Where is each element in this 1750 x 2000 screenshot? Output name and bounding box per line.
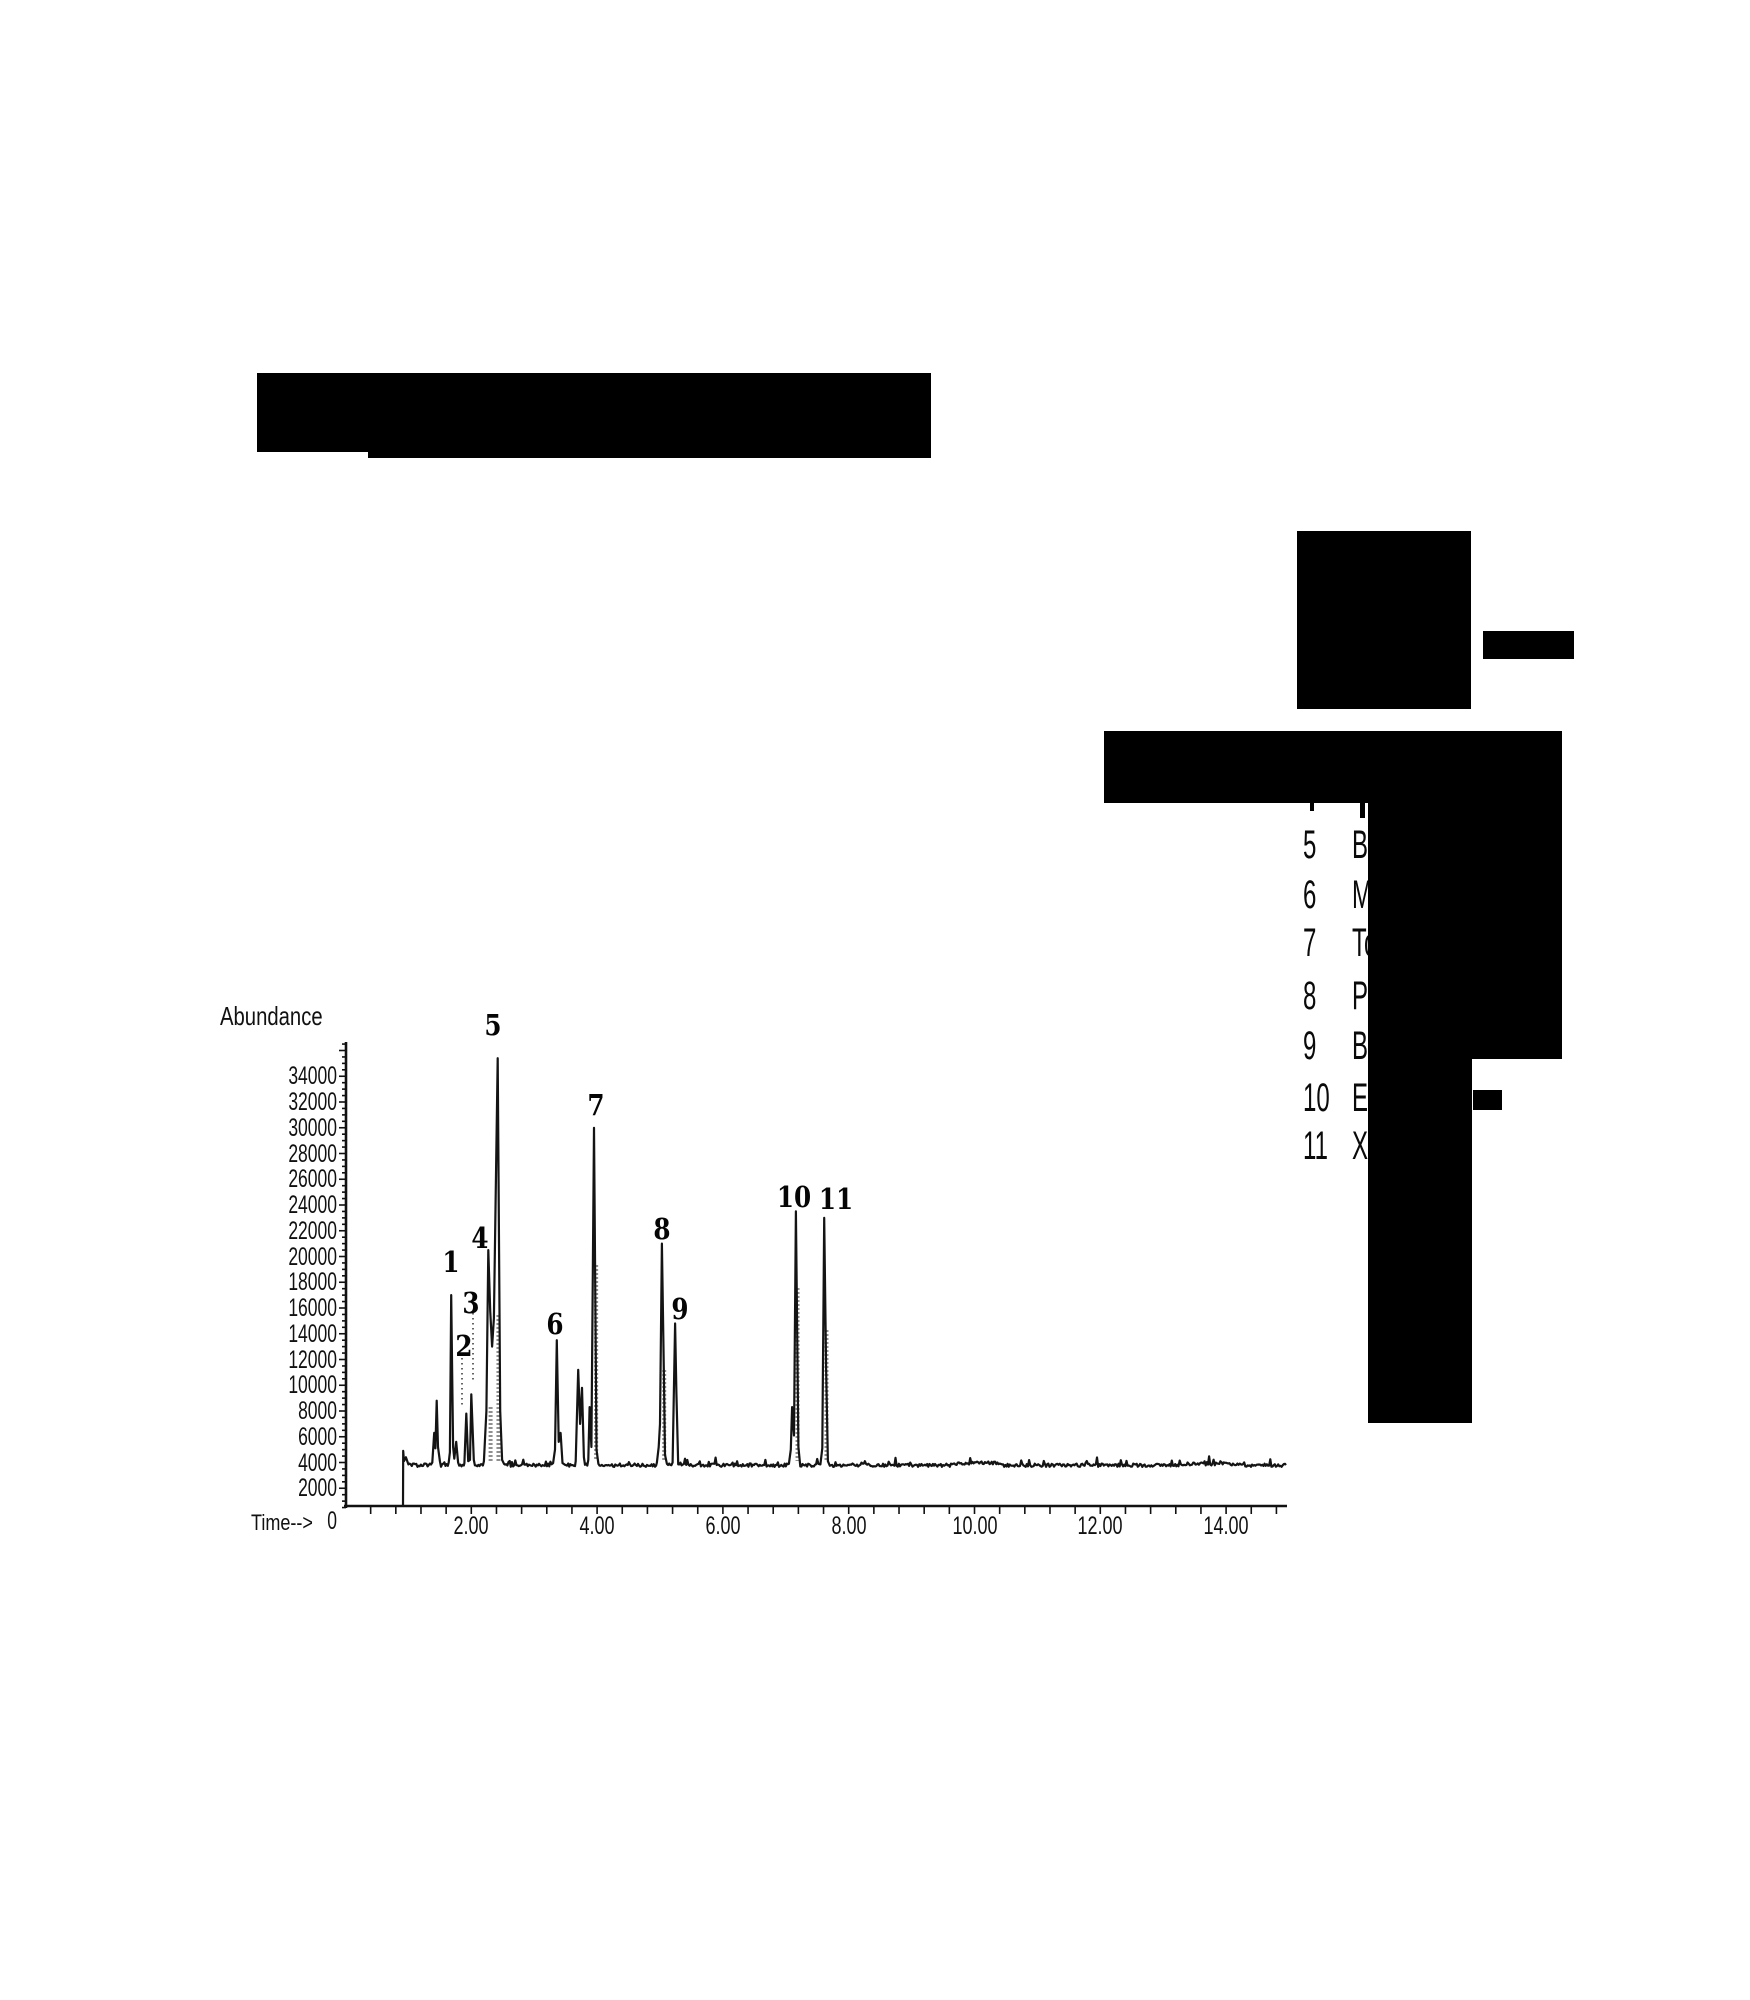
y-tick-label: 34000 (288, 1062, 337, 1090)
redaction-small-bar-row10 (1473, 1090, 1502, 1110)
y-tick-label: 28000 (288, 1140, 337, 1168)
peak-label-3: 3 (462, 1286, 480, 1320)
y-tick-label: 26000 (288, 1165, 337, 1193)
legend-number: 8 (1303, 974, 1317, 1018)
x-tick-label: 14.00 (1203, 1512, 1249, 1540)
legend-number: 10 (1303, 1076, 1330, 1120)
legend-item-4-remnant (1360, 803, 1365, 818)
legend-number: 11 (1303, 1124, 1328, 1168)
peak-label-7: 7 (587, 1088, 605, 1122)
y-tick-label: 24000 (288, 1191, 337, 1219)
x-tick-label: 10.00 (952, 1512, 998, 1540)
legend-item-4-remnant (1310, 803, 1314, 811)
x-tick-label: 6.00 (705, 1512, 741, 1540)
y-tick-label: 6000 (298, 1423, 337, 1451)
y-tick-label: 20000 (288, 1243, 337, 1271)
legend-number: 5 (1303, 823, 1317, 867)
redaction-legend-block (1368, 803, 1562, 1059)
legend-number: 9 (1303, 1024, 1317, 1068)
peak-label-5: 5 (484, 1008, 502, 1042)
x-axis-title: Time--> (251, 1510, 313, 1535)
y-tick-label: 14000 (288, 1320, 337, 1348)
peak-label-2: 2 (455, 1329, 473, 1363)
peak-label-11: 11 (818, 1182, 854, 1216)
x-tick-label: 2.00 (453, 1512, 489, 1540)
y-tick-label: 10000 (288, 1371, 337, 1399)
y-tick-label: 32000 (288, 1088, 337, 1116)
redaction-title-bar (257, 373, 931, 452)
redaction-legend-column (1368, 1059, 1472, 1423)
legend-text-fragment: B (1352, 823, 1369, 867)
x-tick-label: 8.00 (831, 1512, 867, 1540)
redaction-small-bar-top (1483, 631, 1574, 659)
redaction-box-top-right (1297, 531, 1471, 709)
origin-label: 0 (327, 1507, 337, 1535)
legend-number: 6 (1303, 873, 1317, 917)
redaction-title-bar-strip (368, 452, 931, 458)
y-tick-label: 4000 (298, 1449, 337, 1477)
redaction-wide-bar (1104, 731, 1562, 803)
peak-label-6: 6 (546, 1307, 564, 1341)
legend-text-fragment: P (1352, 974, 1369, 1018)
peak-label-10: 10 (776, 1180, 812, 1214)
legend-text-fragment: M (1352, 873, 1372, 917)
peak-label-9: 9 (671, 1292, 689, 1326)
legend-text-fragment: B (1352, 1024, 1369, 1068)
y-tick-label: 2000 (298, 1474, 337, 1502)
y-tick-label: 12000 (288, 1346, 337, 1374)
y-axis-title: Abundance (220, 1001, 323, 1031)
y-tick-label: 22000 (288, 1217, 337, 1245)
y-tick-label: 8000 (298, 1397, 337, 1425)
x-tick-label: 12.00 (1077, 1512, 1123, 1540)
peak-label-8: 8 (653, 1212, 671, 1246)
y-tick-label: 16000 (288, 1294, 337, 1322)
peak-label-4: 4 (471, 1221, 489, 1255)
y-tick-label: 18000 (288, 1268, 337, 1296)
legend-number: 7 (1303, 921, 1317, 965)
x-tick-label: 4.00 (579, 1512, 615, 1540)
y-tick-label: 30000 (288, 1114, 337, 1142)
peak-label-1: 1 (442, 1245, 460, 1279)
